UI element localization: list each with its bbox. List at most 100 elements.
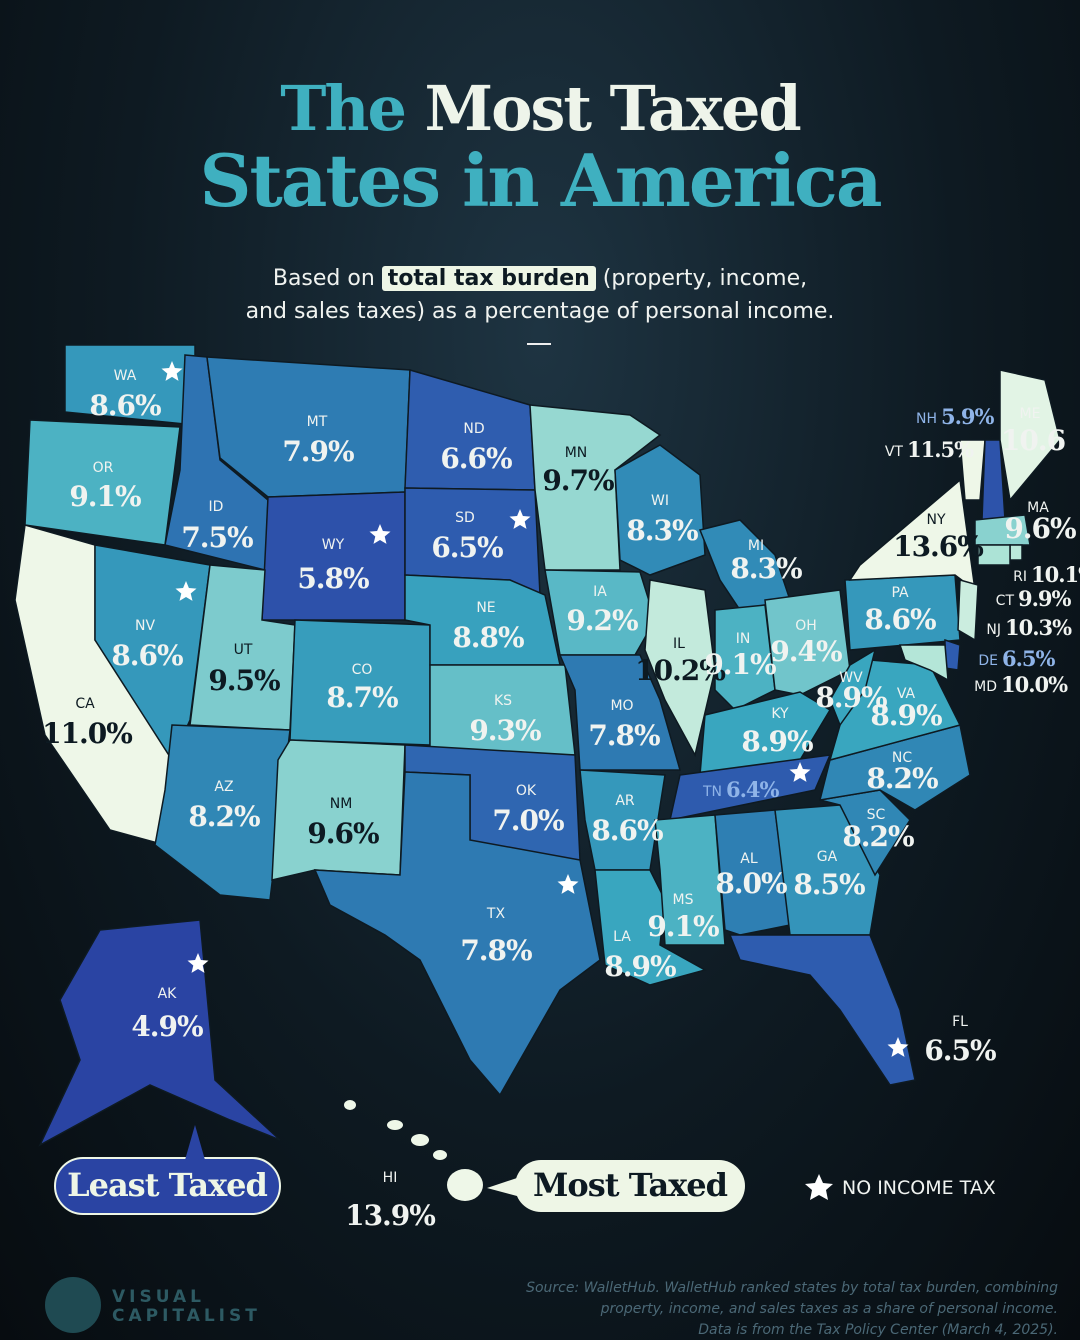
state-abbr: GA: [817, 849, 838, 865]
state-value: 8.3%: [730, 552, 802, 585]
no-income-tax-star: [509, 509, 531, 529]
legend-most-pill: [515, 1160, 745, 1212]
state-abbr: CA: [75, 696, 95, 712]
state-value: 11.0%: [42, 717, 132, 750]
state: [977, 544, 1011, 566]
state-value: 8.9%: [741, 725, 813, 758]
source-line: property, income, and sales taxes as a s…: [600, 1301, 1058, 1317]
state-value: 10.0%: [1001, 672, 1068, 697]
state-abbr: ME: [1020, 406, 1041, 422]
state-value: 8.3%: [626, 514, 698, 547]
logo-line: VISUAL: [112, 1287, 205, 1307]
state-abbr: NE: [476, 600, 495, 616]
state: [699, 691, 832, 776]
state-value: 8.7%: [326, 681, 398, 714]
state-abbr: IN: [736, 631, 751, 647]
state-abbr: MT: [307, 414, 328, 430]
legend-most: Most Taxed: [533, 1166, 728, 1204]
logo-mark: [45, 1277, 101, 1333]
legend-least-pill: [54, 1157, 281, 1215]
state-abbr: WY: [322, 537, 345, 553]
state-value: 8.9%: [604, 950, 676, 983]
state-abbr: VA: [897, 686, 916, 702]
state: [261, 491, 406, 621]
title-word: The: [280, 72, 407, 145]
no-income-tax-star: [887, 1037, 909, 1057]
island: [344, 1100, 356, 1110]
state: [829, 648, 877, 727]
state-value: 8.9%: [870, 699, 942, 732]
state-value: 6.6%: [440, 442, 512, 475]
state-abbr: IL: [673, 636, 685, 652]
state-abbr: NY: [926, 512, 945, 528]
state-abbr: MO: [610, 698, 633, 714]
island: [447, 1169, 483, 1201]
state: [714, 809, 791, 936]
state-abbr: NM: [330, 796, 353, 812]
state-abbr: WV: [839, 670, 863, 686]
state-abbr: RI: [1013, 569, 1027, 585]
state-abbr: NC: [892, 750, 912, 766]
state-abbr: ID: [209, 499, 224, 515]
state-value: 9.6%: [307, 817, 379, 850]
state-value: 6.5%: [431, 531, 503, 564]
state-abbr: NH: [916, 411, 937, 427]
state-abbr: WA: [114, 368, 137, 384]
state-value: 9.1%: [647, 910, 719, 943]
state-value: 6.5%: [1002, 646, 1056, 671]
pointer: [185, 1125, 205, 1160]
state-abbr: CO: [352, 662, 373, 678]
state-value: 6.5%: [924, 1034, 996, 1067]
state: [728, 934, 916, 1086]
state-value: 9.1%: [69, 480, 141, 513]
state-abbr: MD: [974, 679, 997, 695]
state-abbr: WI: [651, 493, 669, 509]
source-line: Data is from the Tax Policy Center (Marc…: [698, 1322, 1058, 1338]
state-value: 7.9%: [282, 435, 354, 468]
state-abbr: VT: [885, 444, 904, 460]
state-value: 8.9%: [815, 681, 887, 714]
state: [957, 579, 979, 642]
state-abbr: SD: [455, 510, 475, 526]
state-value: 7.8%: [588, 719, 660, 752]
state-abbr: KY: [771, 706, 789, 722]
state-value: 8.2%: [188, 800, 260, 833]
state-value: 8.0%: [715, 867, 787, 900]
state-value: 8.2%: [866, 762, 938, 795]
state-abbr: AR: [615, 793, 635, 809]
state-value: 8.8%: [452, 621, 524, 654]
title-line1: The Most Taxed: [0, 72, 1080, 145]
state: [313, 771, 601, 1097]
state-abbr: HI: [383, 1170, 398, 1186]
state-value: 7.0%: [492, 804, 564, 837]
state-abbr: MN: [565, 445, 588, 461]
state-value: 6.4%: [726, 777, 780, 802]
state-abbr: AZ: [214, 779, 233, 795]
state: [764, 589, 851, 696]
state: [959, 439, 986, 501]
state: [644, 579, 716, 758]
state-abbr: MS: [673, 892, 694, 908]
state-value: 8.5%: [793, 868, 865, 901]
state-value: 7.5%: [181, 521, 253, 554]
state-value: 11.5%: [907, 437, 974, 462]
state-abbr: IA: [593, 584, 607, 600]
subtitle-line2: and sales taxes) as a percentage of pers…: [245, 299, 835, 324]
state-abbr: FL: [952, 1014, 968, 1030]
state-abbr: AK: [158, 986, 178, 1002]
island: [387, 1120, 403, 1130]
state-abbr: CT: [996, 593, 1015, 609]
state: [38, 919, 281, 1147]
divider: [527, 343, 551, 345]
state-value: 7.8%: [460, 934, 532, 967]
title-word: Most Taxed: [424, 72, 802, 145]
state-value: 9.4%: [770, 635, 842, 668]
state-value: 13.9%: [345, 1199, 435, 1232]
state-abbr: AL: [740, 851, 758, 867]
logo: VISUAL CAPITALIST: [112, 1288, 261, 1326]
state: [898, 644, 949, 682]
state: [544, 569, 656, 656]
state: [714, 604, 776, 711]
state: [654, 814, 726, 946]
